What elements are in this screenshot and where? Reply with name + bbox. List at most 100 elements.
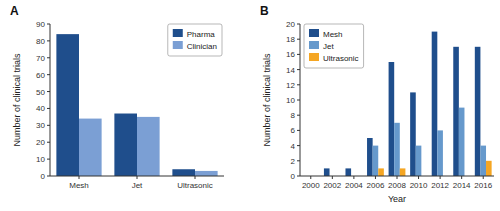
y-tick-label: 60 [36, 71, 45, 80]
y-tick [297, 69, 300, 70]
y-tick-label: 6 [291, 126, 296, 135]
y-tick-label: 40 [36, 104, 45, 113]
y-axis-label: Number of clinical trials [12, 53, 22, 147]
legend-swatch [309, 29, 319, 37]
legend-entry: Mesh [323, 30, 343, 39]
bar [324, 168, 330, 176]
y-tick [297, 24, 300, 25]
y-tick [47, 125, 50, 126]
y-tick [297, 160, 300, 161]
y-tick [47, 24, 50, 25]
x-tick-label: Jet [132, 181, 143, 190]
y-tick [47, 91, 50, 92]
legend-box [304, 24, 364, 68]
x-tick [440, 176, 441, 179]
legend-entry: Pharma [187, 30, 216, 39]
legend-entry: Ultrasonic [323, 54, 359, 63]
bar [400, 168, 406, 176]
y-tick [297, 84, 300, 85]
x-tick [375, 176, 376, 179]
y-tick [297, 176, 300, 177]
x-tick [418, 176, 419, 179]
legend: Pharma Clinician [168, 24, 222, 56]
bar [367, 138, 373, 176]
bar [480, 146, 486, 176]
bar [416, 146, 422, 176]
y-tick-label: 18 [286, 35, 295, 44]
x-tick-label: 2004 [345, 181, 363, 190]
y-tick [47, 176, 50, 177]
x-tick-label: 2008 [388, 181, 406, 190]
x-tick [79, 176, 80, 179]
y-tick [47, 40, 50, 41]
y-tick-label: 20 [286, 20, 295, 29]
x-tick [137, 176, 138, 179]
panel: 0102030405060708090MeshJetUltrasonicNumb… [10, 4, 224, 190]
y-tick-label: 10 [286, 96, 295, 105]
y-tick-label: 30 [36, 121, 45, 130]
x-tick-label: 2010 [410, 181, 428, 190]
x-tick [310, 176, 311, 179]
bar [114, 114, 137, 176]
bar [486, 161, 492, 176]
x-tick [195, 176, 196, 179]
panel: 0246810121416182020002002200420062008201… [260, 4, 494, 204]
y-tick-label: 2 [291, 157, 296, 166]
x-tick [397, 176, 398, 179]
bar [459, 108, 465, 176]
x-tick-label: 2012 [431, 181, 449, 190]
y-tick-label: 50 [36, 88, 45, 97]
figure: 0102030405060708090MeshJetUltrasonicNumb… [0, 0, 500, 211]
bar [345, 168, 351, 176]
x-tick [461, 176, 462, 179]
bar [172, 169, 195, 176]
panel-label: A [10, 4, 19, 18]
legend: Mesh Jet Ultrasonic [304, 24, 364, 68]
y-tick-label: 10 [36, 155, 45, 164]
x-tick-label: 2002 [323, 181, 341, 190]
bar [137, 117, 160, 176]
x-tick-label: 2016 [474, 181, 492, 190]
x-axis-label: Year [388, 194, 406, 204]
legend-swatch [309, 41, 319, 49]
y-tick [47, 57, 50, 58]
bar [389, 62, 395, 176]
y-tick-label: 20 [36, 138, 45, 147]
y-tick [297, 145, 300, 146]
bar [79, 119, 102, 176]
legend-entry: Clinician [187, 42, 217, 51]
bar [437, 130, 443, 176]
y-tick-label: 80 [36, 37, 45, 46]
bar [373, 146, 379, 176]
legend-swatch [173, 29, 183, 37]
y-tick [297, 130, 300, 131]
bars [324, 32, 492, 176]
bar [453, 47, 459, 176]
y-tick-label: 0 [291, 172, 296, 181]
y-tick [297, 54, 300, 55]
x-tick [483, 176, 484, 179]
bar [378, 168, 384, 176]
x-tick-label: 2006 [367, 181, 385, 190]
x-tick [332, 176, 333, 179]
y-axis-label: Number of clinical trials [262, 53, 272, 147]
legend-entry: Jet [323, 42, 334, 51]
x-tick-label: 2014 [453, 181, 471, 190]
y-tick [47, 108, 50, 109]
y-tick [47, 74, 50, 75]
bar [195, 171, 218, 176]
bar [410, 92, 416, 176]
y-tick-label: 90 [36, 20, 45, 29]
y-tick [297, 100, 300, 101]
legend-swatch [309, 53, 319, 61]
bar [475, 47, 481, 176]
y-tick [47, 159, 50, 160]
y-axis-line [50, 24, 51, 176]
legend-swatch [173, 41, 183, 49]
y-tick [297, 39, 300, 40]
bar [394, 123, 400, 176]
x-tick-label: Mesh [69, 181, 89, 190]
x-tick-label: Ultrasonic [177, 181, 213, 190]
y-tick-label: 0 [41, 172, 46, 181]
y-tick-label: 4 [291, 142, 296, 151]
